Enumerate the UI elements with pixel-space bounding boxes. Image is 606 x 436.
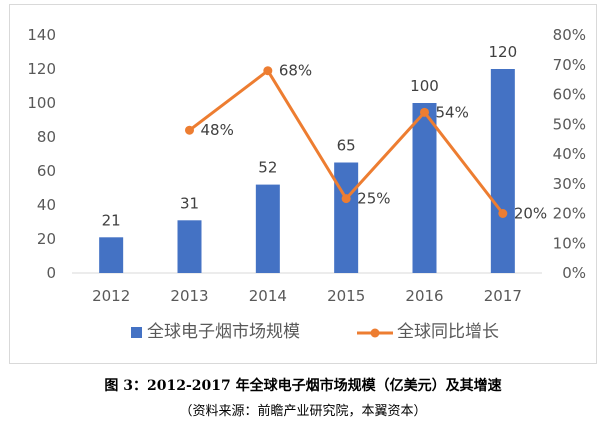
bar-data-label: 21 (102, 211, 121, 229)
figure-source: （资料来源：前瞻产业研究院，本翼资本） (179, 404, 427, 419)
legend: 全球电子烟市场规模 全球同比增长 (131, 322, 499, 342)
chart-frame: 0 20 40 60 80 100 120 140 0% 10% 20% 30% 40% 50% 60% 70… (9, 4, 597, 364)
line-data-label: 20% (514, 205, 547, 223)
y-right-tick-label: 40% (553, 145, 586, 163)
y-left-tick-label: 120 (27, 60, 56, 78)
y-right-tick-label: 80% (553, 26, 586, 44)
y-left-tick-label: 20 (37, 230, 56, 248)
line-series (185, 66, 508, 218)
bar (412, 103, 437, 273)
y-left-tick-label: 80 (37, 128, 56, 146)
y-right-tick-label: 50% (553, 115, 586, 133)
bar (177, 220, 202, 273)
line-point (185, 125, 194, 135)
line-point (498, 209, 508, 218)
legend-swatch-bar (131, 327, 142, 338)
axes: 0 20 40 60 80 100 120 140 0% 10% 20% 30% 40% 50% 60% 70… (27, 26, 586, 305)
y-right-tick-label: 0% (562, 264, 586, 282)
legend-label-bar: 全球电子烟市场规模 (147, 322, 300, 342)
y-left-tick-label: 140 (27, 26, 56, 44)
x-tick-label: 2017 (484, 287, 522, 305)
y-right-tick-label: 10% (553, 234, 586, 252)
bar-series (99, 69, 515, 273)
line-data-label: 68% (279, 62, 312, 80)
line-point (263, 66, 273, 76)
x-tick-label: 2013 (170, 287, 208, 305)
bar-data-label: 120 (489, 43, 518, 61)
line-point (341, 194, 351, 204)
data-labels: 21 31 52 65 100 120 48% 68% 25% 54% 20% (102, 43, 548, 229)
x-tick-label: 2015 (327, 287, 365, 305)
bar (490, 69, 515, 273)
bar (334, 162, 359, 273)
x-tick-label: 2016 (405, 287, 443, 305)
line-point (420, 107, 429, 117)
y-left-tick-label: 40 (37, 196, 56, 214)
line-data-label: 54% (436, 103, 469, 121)
x-tick-label: 2012 (92, 287, 130, 305)
x-tick-label: 2014 (249, 287, 287, 305)
line-data-label: 25% (357, 190, 390, 208)
y-left-tick-label: 100 (27, 94, 56, 112)
bar-data-label: 65 (337, 137, 356, 155)
combo-chart: 0 20 40 60 80 100 120 140 0% 10% 20% 30% 40% 50% 60% 70… (27, 26, 586, 342)
y-left-tick-label: 0 (46, 264, 56, 282)
bar-data-label: 100 (410, 77, 439, 95)
y-right-tick-label: 70% (553, 56, 586, 74)
y-left-tick-label: 60 (37, 162, 56, 180)
figure-caption: 图 3：2012-2017 年全球电子烟市场规模（亿美元）及其增速 (104, 378, 502, 394)
bar (99, 237, 124, 273)
bar-data-label: 31 (180, 194, 199, 212)
legend-swatch-marker (370, 328, 380, 338)
y-right-tick-label: 20% (553, 205, 586, 223)
line-data-label: 48% (201, 121, 234, 139)
y-right-tick-label: 30% (553, 175, 586, 193)
bar (255, 184, 280, 273)
legend-label-line: 全球同比增长 (397, 322, 499, 342)
y-right-tick-label: 60% (553, 86, 586, 104)
bar-data-label: 52 (258, 159, 277, 177)
